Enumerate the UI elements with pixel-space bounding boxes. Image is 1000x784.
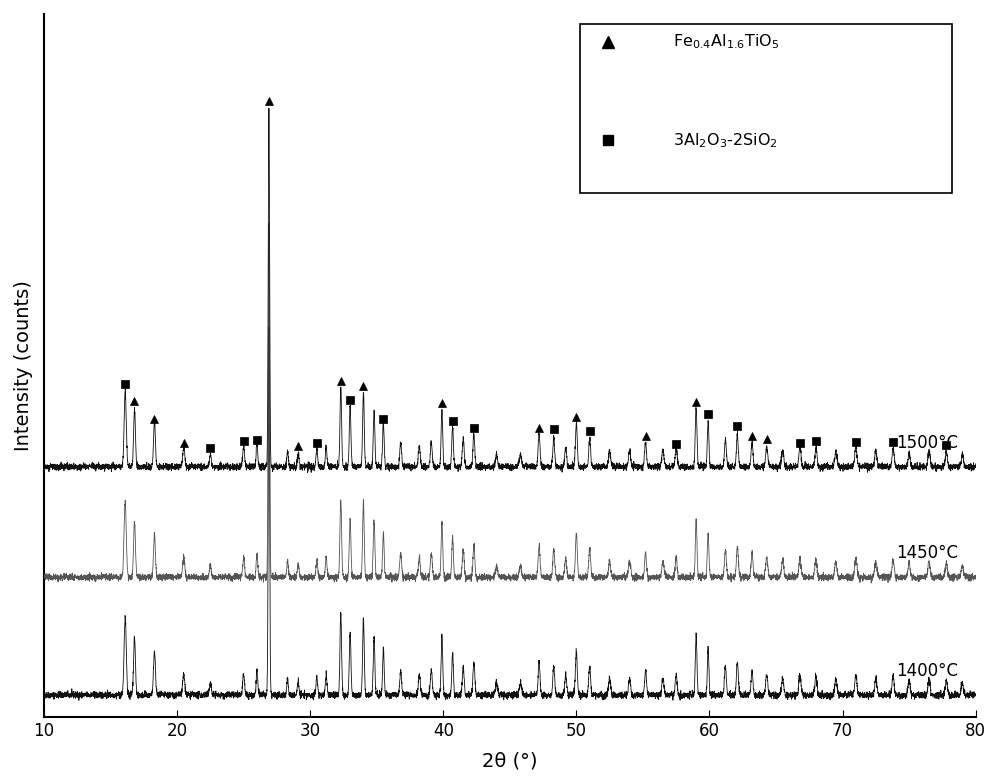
Text: Fe$_{0.4}$Al$_{1.6}$TiO$_5$: Fe$_{0.4}$Al$_{1.6}$TiO$_5$	[673, 33, 779, 52]
Text: 1450°C: 1450°C	[896, 545, 958, 562]
Bar	[580, 24, 952, 193]
Text: 1500°C: 1500°C	[896, 434, 958, 452]
Text: 3Al$_2$O$_3$-2SiO$_2$: 3Al$_2$O$_3$-2SiO$_2$	[673, 131, 778, 150]
Y-axis label: Intensity (counts): Intensity (counts)	[14, 280, 33, 451]
X-axis label: 2θ (°): 2θ (°)	[482, 751, 538, 770]
Text: 1400°C: 1400°C	[896, 662, 958, 681]
